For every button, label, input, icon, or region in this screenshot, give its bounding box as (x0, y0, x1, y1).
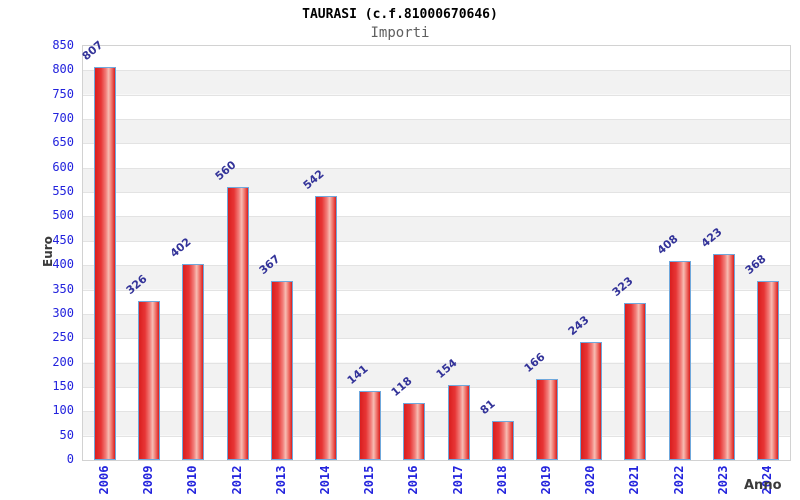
y-tick-100: 100 (52, 403, 74, 418)
bar-value-label-2022: 408 (654, 232, 681, 257)
chart-subtitle: Importi (370, 25, 430, 41)
x-tick-2013: 2013 (274, 465, 288, 495)
y-tick-350: 350 (52, 281, 74, 296)
x-tick-2006: 2006 (97, 465, 111, 495)
bar-2021 (624, 303, 646, 460)
y-tick-300: 300 (52, 305, 74, 320)
gridline-600 (83, 167, 790, 169)
x-tick-2012: 2012 (230, 465, 244, 495)
gridline-200 (83, 362, 790, 364)
bar-2017 (448, 385, 470, 460)
bar-value-label-2012: 560 (212, 158, 239, 183)
bar-value-label-2015: 141 (344, 362, 371, 387)
bar-value-label-2024: 368 (742, 252, 769, 277)
chart-title: TAURASI (c.f.81000670646) (302, 7, 498, 22)
gridline-450 (83, 240, 790, 242)
gridline-400 (83, 265, 790, 267)
bar-2015 (359, 391, 381, 460)
y-tick-0: 0 (66, 452, 74, 466)
x-tick-2010: 2010 (185, 465, 199, 495)
bar-value-label-2018: 81 (477, 397, 498, 417)
x-axis-title: Anno (744, 478, 782, 493)
y-tick-400: 400 (52, 257, 74, 272)
bar-2022 (669, 261, 691, 460)
y-tick-550: 550 (52, 184, 74, 199)
x-tick-2014: 2014 (318, 465, 332, 495)
y-tick-650: 650 (52, 135, 74, 150)
bar-value-label-2017: 154 (433, 356, 460, 381)
bar-value-label-2016: 118 (388, 374, 415, 399)
bar-2010 (182, 264, 204, 460)
y-tick-800: 800 (52, 62, 74, 77)
y-tick-450: 450 (52, 232, 74, 247)
gridline-750 (83, 94, 790, 96)
bar-2023 (713, 254, 735, 460)
bar-value-label-2006: 807 (79, 38, 106, 63)
gridline-800 (83, 70, 790, 72)
x-tick-2017: 2017 (451, 465, 465, 495)
gridline-250 (83, 338, 790, 340)
bar-2014 (315, 196, 337, 460)
bar-2009 (138, 301, 160, 460)
bar-2019 (536, 379, 558, 460)
bar-2016 (403, 403, 425, 460)
bar-value-label-2010: 402 (167, 235, 194, 260)
x-tick-2009: 2009 (141, 465, 155, 495)
x-tick-2018: 2018 (495, 465, 509, 495)
gridline-500 (83, 216, 790, 218)
bar-value-label-2014: 542 (300, 167, 327, 192)
y-tick-250: 250 (52, 330, 74, 345)
bar-value-label-2023: 423 (698, 225, 725, 250)
bar-value-label-2013: 367 (256, 252, 283, 277)
gridline-150 (83, 386, 790, 388)
gridline-100 (83, 411, 790, 413)
y-tick-150: 150 (52, 378, 74, 393)
gridline-350 (83, 289, 790, 291)
gridline-50 (83, 435, 790, 437)
bar-value-label-2020: 243 (565, 313, 592, 338)
x-tick-2015: 2015 (362, 465, 376, 495)
x-tick-2022: 2022 (672, 465, 686, 495)
plot-area: 807 326 402 560 367 542 141 118 154 81 166 243 323 40… (80, 38, 791, 461)
bar-2020 (580, 342, 602, 460)
bar-2024 (757, 281, 779, 460)
bar-value-label-2019: 166 (521, 350, 548, 375)
y-tick-500: 500 (52, 208, 74, 223)
bar-2018 (492, 421, 514, 460)
y-tick-700: 700 (52, 111, 74, 126)
x-tick-2023: 2023 (716, 465, 730, 495)
gridline-300 (83, 313, 790, 315)
x-tick-2020: 2020 (583, 465, 597, 495)
x-tick-2016: 2016 (406, 465, 420, 495)
bar-2012 (227, 187, 249, 460)
x-tick-2021: 2021 (627, 465, 641, 495)
y-tick-600: 600 (52, 159, 74, 174)
bar-value-label-2009: 326 (123, 272, 150, 297)
y-tick-750: 750 (52, 86, 74, 101)
bar-value-label-2021: 323 (609, 274, 636, 299)
gridline-650 (83, 143, 790, 145)
y-tick-50: 50 (59, 427, 74, 442)
gridline-550 (83, 192, 790, 194)
x-tick-2019: 2019 (539, 465, 553, 495)
y-tick-200: 200 (52, 354, 74, 369)
bar-2013 (271, 281, 293, 460)
bar-2006 (94, 67, 116, 460)
y-tick-850: 850 (52, 38, 74, 52)
gridline-700 (83, 119, 790, 121)
